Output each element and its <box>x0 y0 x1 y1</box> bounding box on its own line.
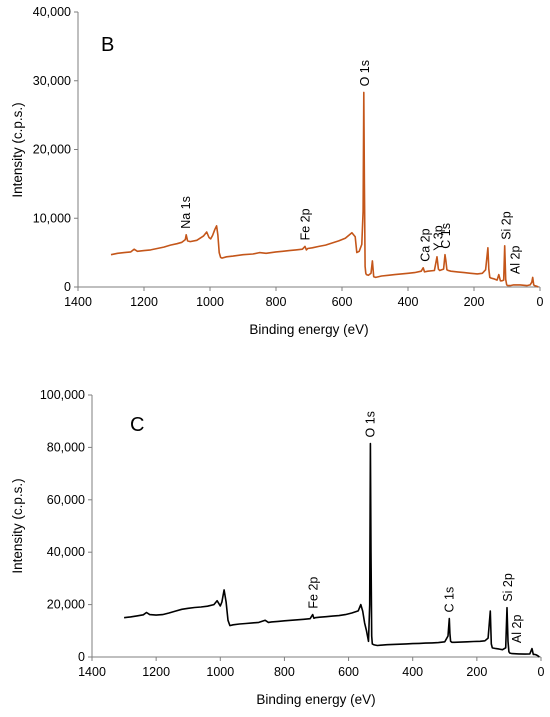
panel-b-y-ticks: 0 10,000 20,000 30,000 40,000 <box>33 5 78 294</box>
panel-c-y-ticks: 0 20,000 40,000 60,000 80,000 100,000 <box>40 388 92 664</box>
panel-b-xtick-label: 0 <box>537 295 544 309</box>
panel-b-xtick-label: 1400 <box>64 295 92 309</box>
panel-b-letter: B <box>101 34 114 56</box>
panel-c-peak-label: O 1s <box>363 411 377 437</box>
panel-b-chart: 0 10,000 20,000 30,000 40,000 1400 1200 1000 80… <box>10 5 544 337</box>
panel-c-xlabel: Binding energy (eV) <box>256 692 375 707</box>
panel-b-peak-label: Ca 2p <box>419 228 433 261</box>
panel-c-peak-label: Si 2p <box>501 573 515 602</box>
panel-c-peak-labels: O 1s Fe 2p C 1s Si 2p Al 2p <box>306 411 524 643</box>
panel-c-xtick-label: 400 <box>402 665 423 679</box>
panel-b-xtick-label: 1200 <box>130 295 158 309</box>
panel-c-xtick-label: 600 <box>338 665 359 679</box>
panel-b-peak-label: O 1s <box>358 60 372 86</box>
panel-b-ytick-label: 40,000 <box>33 5 71 19</box>
panel-c-xtick-label: 0 <box>538 665 545 679</box>
panel-b-peak-label: Al 2p <box>509 246 523 275</box>
panel-b-ylabel: Intensity (c.p.s.) <box>10 102 25 197</box>
panel-c-xtick-label: 800 <box>274 665 295 679</box>
panel-c-peak-label: Fe 2p <box>306 577 320 609</box>
panel-b-peak-label: C 1s <box>439 223 453 249</box>
panel-b-ytick-label: 10,000 <box>33 211 71 225</box>
panel-b-spectrum-line <box>110 91 539 288</box>
panel-b-ytick-label: 30,000 <box>33 74 71 88</box>
panel-c-plot-area: 0 20,000 40,000 60,000 80,000 100,000 1400 120… <box>40 388 545 679</box>
panel-c-ytick-label: 100,000 <box>40 388 85 402</box>
panel-b-xtick-label: 200 <box>464 295 485 309</box>
panel-c-xtick-label: 1400 <box>78 665 106 679</box>
panel-b-xtick-label: 600 <box>332 295 353 309</box>
panel-c-peak-label: Al 2p <box>510 615 524 644</box>
panel-c-letter: C <box>130 414 144 436</box>
panel-b-xtick-label: 400 <box>398 295 419 309</box>
panel-b-peak-label: Fe 2p <box>299 208 313 240</box>
panel-c-xtick-label: 1000 <box>206 665 234 679</box>
panel-b-xtick-label: 1000 <box>196 295 224 309</box>
panel-c-ytick-label: 40,000 <box>47 545 85 559</box>
panel-c-peak-label: C 1s <box>443 587 457 613</box>
panel-b-peak-labels: O 1s Na 1s Fe 2p Ca 2pY 3pC 1s Si 2p Al 2p <box>179 60 522 274</box>
panel-c-ytick-label: 60,000 <box>47 493 85 507</box>
panel-c-xtick-label: 1200 <box>142 665 170 679</box>
panel-c-ytick-label: 0 <box>78 650 85 664</box>
panel-b-peak-label: Y 3p <box>431 225 445 251</box>
panel-c-x-ticks: 1400 1200 1000 800 600 400 200 0 <box>78 657 545 679</box>
panel-b-xlabel: Binding energy (eV) <box>249 322 368 337</box>
panel-c-ylabel: Intensity (c.p.s.) <box>10 478 25 573</box>
panel-b-peak-label: Si 2p <box>499 211 513 240</box>
panel-c-ytick-label: 80,000 <box>47 440 85 454</box>
panel-b-ytick-label: 0 <box>64 280 71 294</box>
panel-b-peak-label: Na 1s <box>179 196 193 229</box>
panel-b-xtick-label: 800 <box>266 295 287 309</box>
panel-c-xtick-label: 200 <box>466 665 487 679</box>
panel-b-x-ticks: 1400 1200 1000 800 600 400 200 0 <box>64 287 544 309</box>
panel-c-ytick-label: 20,000 <box>47 598 85 612</box>
panel-c-chart: 0 20,000 40,000 60,000 80,000 100,000 1400 120… <box>10 388 545 707</box>
panel-b-ytick-label: 20,000 <box>33 143 71 157</box>
panel-c-spectrum-line <box>124 442 540 658</box>
panel-b-plot-area: 0 10,000 20,000 30,000 40,000 1400 1200 1000 80… <box>33 5 544 309</box>
